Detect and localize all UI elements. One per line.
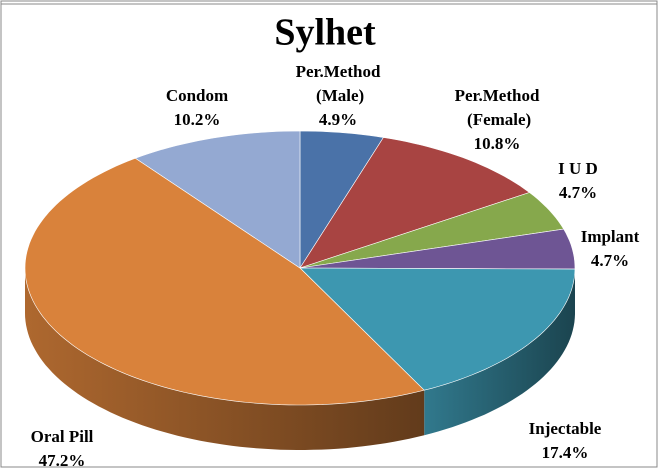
pie-slice — [299, 228, 576, 270]
label-line: Oral Pill — [31, 427, 94, 446]
label-line: Implant — [581, 227, 640, 246]
slice-value-label: 17.4% — [542, 443, 589, 462]
slice-value-label: 10.2% — [174, 110, 221, 129]
chart-title: Sylhet — [274, 12, 376, 54]
pie-slice — [299, 130, 384, 270]
slice-label: Condom — [166, 86, 228, 105]
label-line: Per.Method — [296, 62, 381, 81]
slice-label: Oral Pill — [31, 427, 94, 446]
label-line: (Female) — [463, 110, 531, 129]
slice-label: Per.Method (Female) — [455, 86, 540, 129]
slice-label: I U D — [558, 159, 598, 178]
label-line: Per.Method — [455, 86, 540, 105]
pie-slice — [134, 130, 301, 269]
pie-slice — [24, 157, 425, 406]
slice-value-label: 10.8% — [474, 134, 521, 153]
slice-value-label: 47.2% — [39, 451, 86, 468]
label-line: (Male) — [312, 86, 364, 105]
slice-label: Per.Method (Male) — [296, 62, 381, 105]
label-line: Condom — [166, 86, 228, 105]
pie-slice — [299, 267, 576, 391]
pie-slice — [299, 137, 531, 269]
slice-label: Injectable — [529, 419, 602, 438]
pie-side — [424, 269, 575, 436]
label-line: I U D — [558, 159, 598, 178]
slice-value-label: 4.9% — [319, 110, 357, 129]
slice-value-label: 4.7% — [591, 251, 629, 270]
label-line: Injectable — [529, 419, 602, 438]
slice-value-label: 4.7% — [559, 183, 597, 202]
pie-slice — [299, 192, 565, 269]
slice-label: Implant — [581, 227, 640, 246]
